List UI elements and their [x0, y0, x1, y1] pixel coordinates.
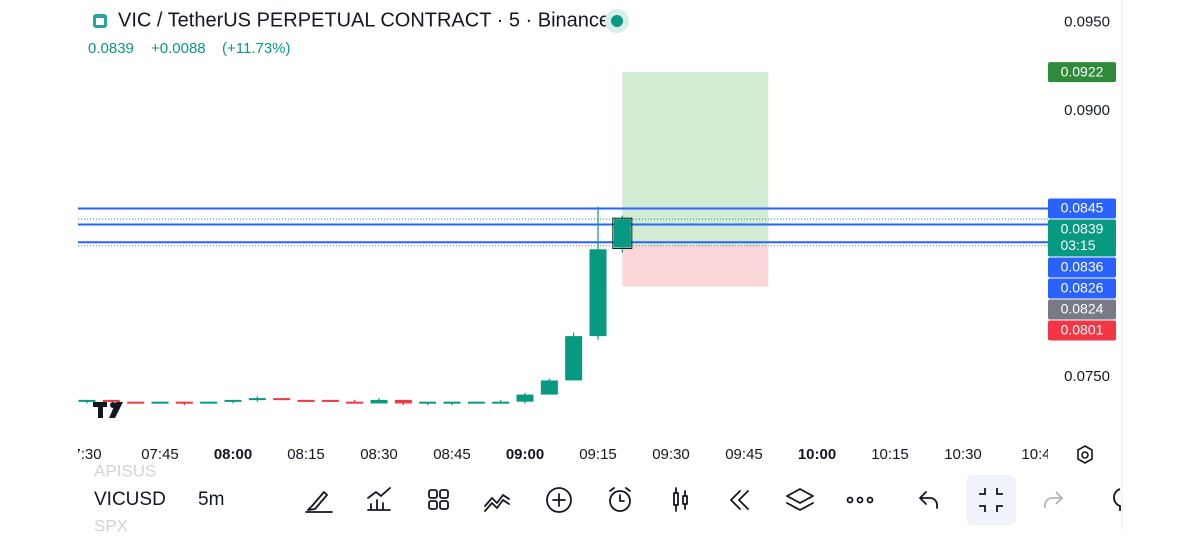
- logo: [93, 14, 107, 28]
- profit-zone: [622, 72, 769, 246]
- y-tick-label: 0.0950: [1064, 13, 1110, 30]
- candle-body: [419, 401, 437, 404]
- indicators[interactable]: [367, 487, 391, 511]
- x-tick-label: 10:15: [871, 446, 909, 463]
- plot: [78, 72, 1048, 406]
- price-label-box: [1048, 198, 1116, 219]
- symbol[interactable]: VICUSD: [94, 489, 166, 510]
- title: VIC / TetherUS PERPETUAL CONTRACT · 5 · …: [118, 9, 610, 31]
- compare[interactable]: [484, 494, 510, 512]
- loss-zone: [622, 245, 769, 287]
- candle-body: [370, 399, 388, 404]
- candle-body: [516, 394, 534, 402]
- candle-body: [467, 401, 485, 404]
- x-tick-label: 08:30: [360, 446, 398, 463]
- x-tick-label: 08:45: [433, 446, 471, 463]
- y-tick-label: 0.0750: [1064, 368, 1110, 385]
- candle-body: [443, 401, 461, 404]
- fullscreen-bg[interactable]: [966, 475, 1016, 525]
- candle-body: [565, 336, 583, 381]
- candle-body: [200, 401, 218, 404]
- layouts[interactable]: [428, 489, 449, 510]
- object-tree[interactable]: [786, 488, 814, 511]
- price-label: 0.0836: [1061, 259, 1104, 275]
- price-label: 0.0801: [1061, 322, 1104, 338]
- exit-fullscreen[interactable]: [979, 488, 1003, 512]
- x-tick-label: 7:30: [72, 446, 101, 463]
- candle-body: [346, 401, 364, 404]
- prev-symbol: APISUS: [94, 461, 156, 480]
- interval[interactable]: 5m: [198, 489, 224, 510]
- x-tick-label: 07:45: [141, 446, 179, 463]
- price-label-box: [1048, 62, 1116, 83]
- status-dot: [611, 15, 623, 27]
- candle-body: [78, 399, 96, 402]
- price-label-box: [1048, 257, 1116, 278]
- candle-body: [248, 398, 266, 401]
- price-label-box: [1048, 320, 1116, 341]
- last-price: 0.0839: [88, 40, 134, 57]
- bar-countdown: 03:15: [1060, 237, 1095, 253]
- x-tick-label: 09:45: [725, 446, 763, 463]
- candle-body: [589, 249, 607, 337]
- x-tick-label: 10:30: [944, 446, 982, 463]
- candle-body: [102, 399, 120, 402]
- x-tick-label: 08:15: [287, 446, 325, 463]
- price-label: 0.0845: [1061, 200, 1104, 216]
- x-tick-label: 09:30: [652, 446, 690, 463]
- candle-body: [175, 401, 193, 404]
- candle-body: [492, 401, 510, 404]
- price-label: 0.0824: [1061, 301, 1104, 317]
- x-tick-label: 09:15: [579, 446, 617, 463]
- price-change-pct: (+11.73%): [222, 40, 291, 57]
- x-tick-label: 09:00: [506, 446, 544, 463]
- candle-body: [394, 399, 412, 404]
- candle-body: [321, 399, 339, 402]
- replay[interactable]: [730, 490, 749, 510]
- candle-body: [613, 219, 631, 248]
- y-tick-label: 0.0900: [1064, 102, 1110, 119]
- price-label-box: [1048, 299, 1116, 320]
- price-label-box: [1048, 219, 1116, 257]
- price-label: 0.0826: [1061, 280, 1104, 296]
- price-change: +0.0088: [151, 40, 206, 57]
- price-label-box: [1048, 278, 1116, 299]
- time-axis: 7:30 07:45 08:00 08:15 08:30 08:45 09:00 09:15 0…: [72, 446, 1050, 463]
- more[interactable]: [846, 496, 874, 504]
- x-tick-label: 08:00: [214, 446, 252, 463]
- candle-body: [224, 399, 242, 402]
- settings-icon[interactable]: [1077, 445, 1093, 464]
- price-label: 0.0922: [1061, 63, 1104, 79]
- alert[interactable]: [609, 487, 631, 512]
- x-tick-label: 10:4: [1021, 446, 1050, 463]
- add[interactable]: [546, 487, 572, 513]
- redo: [1044, 491, 1064, 508]
- x-tick-label: 10:00: [798, 446, 836, 463]
- draw-tool[interactable]: [305, 491, 333, 513]
- price-label: 0.0839: [1061, 221, 1104, 237]
- candle-highlight: [612, 217, 633, 250]
- candle-body: [540, 380, 558, 395]
- candle-body: [297, 399, 315, 402]
- bar-style[interactable]: [673, 487, 688, 512]
- candle-body: [127, 401, 145, 404]
- undo[interactable]: [919, 491, 938, 509]
- next-symbol: SPX: [94, 516, 128, 535]
- candle-body: [273, 398, 291, 401]
- candle-body: [151, 401, 169, 404]
- ideas[interactable]: [1113, 488, 1121, 511]
- tv-logo: [93, 402, 123, 418]
